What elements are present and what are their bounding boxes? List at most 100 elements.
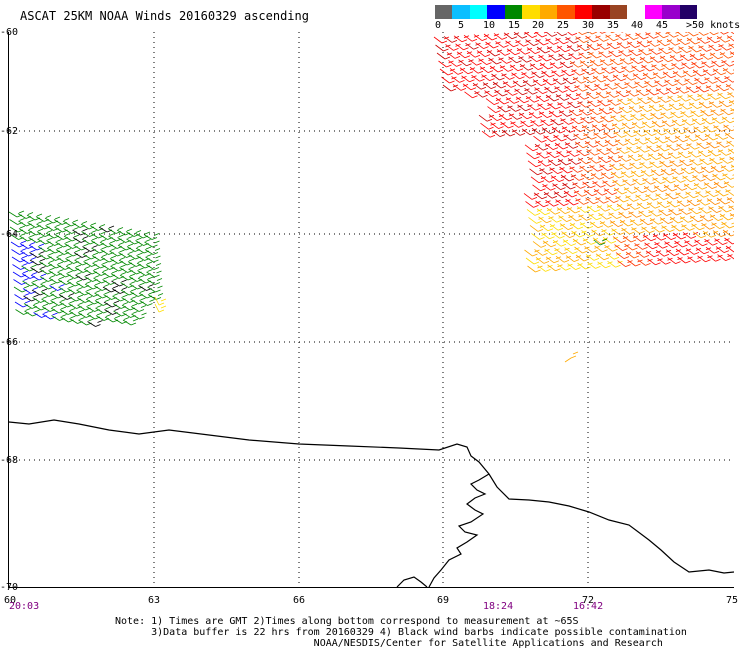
wind-barb — [122, 318, 139, 326]
wind-barb — [726, 35, 734, 42]
colorbar-swatch — [504, 5, 523, 19]
lat-label: -66 — [0, 337, 19, 348]
colorbar-label: 40 — [631, 20, 644, 31]
wind-barb — [724, 132, 734, 140]
wind-barb — [727, 91, 734, 98]
wind-barb — [599, 32, 607, 34]
colorbar-swatch — [609, 5, 628, 19]
wind-barb — [722, 173, 734, 180]
wind-barb — [709, 32, 719, 36]
colorbar-label: 15 — [508, 20, 521, 31]
wind-barb — [528, 217, 544, 224]
footnote-line: 3)Data buffer is 22 hrs from 20160329 4)… — [115, 627, 687, 638]
wind-barb — [729, 213, 734, 217]
wind-barb — [487, 106, 503, 113]
colorbar-label: >50 knots — [686, 20, 740, 31]
wind-barb — [442, 84, 459, 92]
colorbar-swatch — [679, 5, 698, 19]
colorbar-swatch — [627, 5, 645, 19]
lon-label: 63 — [148, 595, 161, 606]
wind-barb — [524, 144, 541, 152]
wind-barb — [545, 32, 558, 37]
wind-barb — [721, 221, 734, 229]
wind-barb — [588, 32, 598, 35]
colorbar-label: 45 — [656, 20, 669, 31]
overpass-time: 20:03 — [9, 601, 40, 612]
wind-barb — [532, 184, 548, 192]
wind-barb — [722, 67, 734, 75]
wind-barb — [481, 130, 498, 138]
wind-barb — [727, 253, 734, 260]
wind-barb — [87, 320, 103, 327]
wind-barb — [526, 209, 543, 216]
colorbar-label: 0 — [435, 20, 442, 31]
wind-speed-colorbar — [435, 5, 698, 19]
lat-label: -70 — [0, 582, 19, 593]
wind-barb — [480, 122, 496, 130]
lon-label: 66 — [293, 595, 306, 606]
wind-barb — [525, 201, 541, 208]
colorbar-swatch — [469, 5, 488, 19]
colorbar-swatch — [522, 5, 540, 19]
colorbar-labels: 0 5 10 15 20 25 30 35 40 45 >50 knots — [430, 20, 740, 32]
wind-barb — [724, 75, 734, 83]
lon-label: 69 — [437, 595, 450, 606]
wind-barb — [610, 32, 616, 34]
wind-barb — [730, 107, 734, 112]
wind-barb — [721, 59, 734, 67]
lat-label: -62 — [0, 126, 19, 137]
wind-barb — [726, 197, 734, 204]
colorbar-label: 35 — [607, 20, 620, 31]
wind-barb — [698, 32, 709, 36]
wind-barb — [154, 296, 167, 306]
wind-barb — [147, 285, 163, 293]
wind-map[interactable] — [8, 32, 734, 588]
wind-barb — [564, 351, 579, 363]
wind-barb — [154, 303, 167, 313]
wind-barb — [727, 148, 734, 154]
wind-barb — [526, 152, 542, 160]
colorbar-label: 5 — [458, 20, 465, 31]
wind-barb — [728, 43, 734, 49]
wind-barb — [687, 32, 699, 37]
wind-barb — [725, 189, 734, 196]
wind-barb — [433, 36, 450, 44]
colorbar-swatch — [662, 5, 680, 19]
wind-barb — [728, 205, 734, 211]
coastline — [396, 576, 428, 587]
wind-barb — [144, 248, 161, 255]
wind-barb — [436, 52, 453, 60]
colorbar-label: 10 — [483, 20, 496, 31]
wind-barb — [441, 76, 457, 84]
wind-barb — [567, 32, 578, 36]
wind-barb — [131, 312, 147, 320]
wind-barb — [728, 99, 734, 105]
wind-barb — [530, 176, 547, 184]
wind-barb — [724, 237, 734, 245]
wind-barb — [725, 245, 734, 253]
wind-barb — [525, 257, 542, 265]
wind-barb — [532, 241, 549, 248]
wind-barb — [145, 255, 161, 263]
wind-barb — [577, 32, 588, 35]
wind-barb — [730, 32, 734, 34]
wind-barb — [478, 114, 495, 122]
wind-barb — [527, 265, 543, 273]
lat-label: -64 — [0, 229, 19, 240]
colorbar-swatch — [574, 5, 593, 19]
colorbar-label: 20 — [532, 20, 545, 31]
wind-barb — [139, 299, 155, 306]
footnote-line: Note: 1) Times are GMT 2)Times along bot… — [115, 616, 579, 627]
colorbar-swatch — [592, 5, 610, 19]
map-title: ASCAT 25KM NOAA Winds 20160329 ascending — [20, 9, 309, 23]
wind-barb — [143, 233, 160, 240]
wind-barb — [721, 116, 734, 124]
wind-barb — [723, 124, 734, 132]
wind-barb — [534, 32, 548, 38]
colorbar-swatch — [452, 5, 470, 19]
footnotes: Note: 1) Times are GMT 2)Times along bot… — [115, 616, 687, 649]
colorbar-swatch — [539, 5, 558, 19]
wind-barb — [524, 249, 540, 257]
wind-barb — [527, 160, 544, 168]
wind-barb — [439, 68, 456, 76]
